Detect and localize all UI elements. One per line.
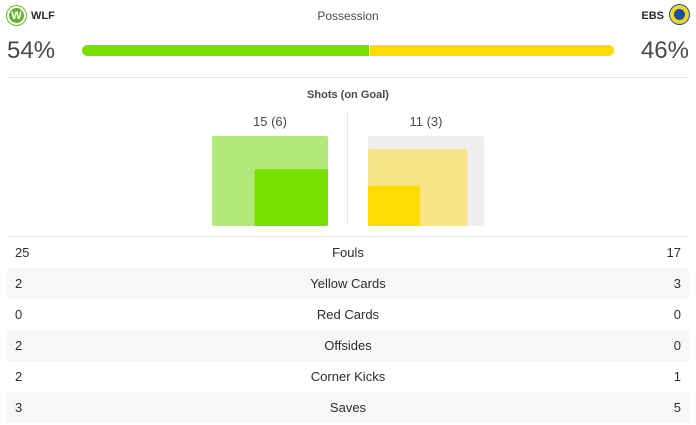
home-value: 2 (15, 338, 23, 353)
shots-on-goal-area (254, 169, 328, 226)
home-value: 0 (15, 307, 23, 322)
away-shots-label: 11 (3) (409, 114, 443, 129)
stat-row-saves: 3 Saves 5 (7, 392, 689, 423)
away-value: 0 (673, 338, 681, 353)
home-value: 2 (15, 276, 23, 291)
stat-label: Saves (329, 400, 367, 415)
away-team-logo (670, 5, 689, 24)
stat-row-red-cards: 0 Red Cards 0 (7, 299, 689, 330)
home-shots-svg (212, 136, 328, 226)
stat-label: Red Cards (316, 307, 380, 322)
away-possession-pct: 46% (640, 37, 689, 64)
possession-title: Possession (317, 9, 379, 23)
stat-row-offsides: 2 Offsides 0 (7, 330, 689, 361)
stat-label: Yellow Cards (310, 276, 386, 291)
shots-on-goal-area (368, 185, 420, 226)
divider (7, 236, 689, 237)
stat-row-fouls: 25 Fouls 17 (7, 237, 689, 268)
away-value: 17 (666, 245, 681, 260)
stat-row-corner-kicks: 2 Corner Kicks 1 (7, 361, 689, 392)
home-value: 25 (15, 245, 30, 260)
away-team-abbr: EBS (641, 10, 664, 22)
stat-row-yellow-cards: 2 Yellow Cards 3 (7, 268, 689, 299)
shots-title: Shots (on Goal) (307, 89, 389, 101)
home-team-logo: W (7, 6, 26, 25)
home-value: 3 (15, 400, 23, 415)
home-possession-fill (82, 45, 370, 56)
away-logo-emblem (674, 9, 685, 20)
away-value: 3 (673, 276, 681, 291)
away-value: 1 (673, 369, 681, 384)
possession-bar (82, 45, 614, 56)
away-value: 0 (673, 307, 681, 322)
away-possession-fill (369, 45, 614, 56)
home-shots-chart (212, 136, 328, 226)
divider (7, 77, 689, 78)
home-shots-label: 15 (6) (253, 114, 287, 129)
away-shots-svg (368, 136, 484, 226)
home-logo-glyph: W (11, 9, 22, 22)
away-value: 5 (673, 400, 681, 415)
stat-label: Fouls (332, 245, 364, 260)
stat-label: Offsides (324, 338, 372, 353)
away-shots-chart (368, 136, 484, 226)
home-value: 2 (15, 369, 23, 384)
stat-label: Corner Kicks (310, 369, 386, 384)
home-possession-pct: 54% (7, 37, 56, 64)
home-team-abbr: WLF (31, 10, 55, 22)
shots-separator (347, 112, 348, 224)
